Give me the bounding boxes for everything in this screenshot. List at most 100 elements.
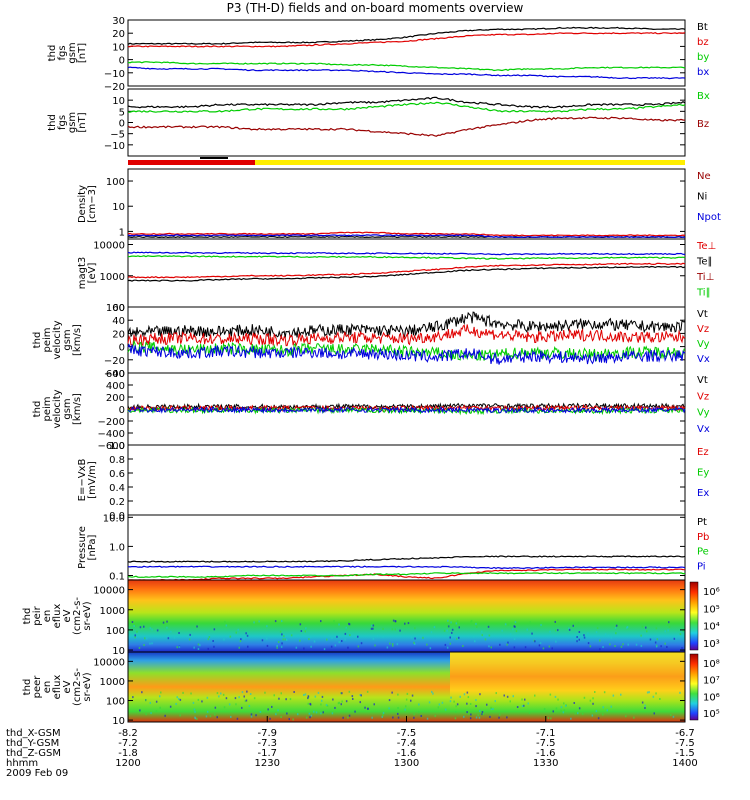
spectrogram-cell [534,694,536,697]
y-tick-label: −5 [110,130,125,141]
series-Te∥ [127,265,686,282]
spectrogram-cell [446,625,449,628]
spectrogram-cell [652,695,655,698]
spectrogram-cell [303,694,305,696]
spectrogram-cell [326,638,328,641]
spectrogram-cell [578,707,581,710]
spectrogram-cell [475,699,477,702]
spectrogram-cell [347,716,349,719]
spectrogram-cell [655,627,658,630]
x-axis-value: -6.7 [675,728,695,739]
spectrogram-cell [602,646,604,648]
chart-title: P3 (TH-D) fields and on-board moments ov… [226,1,524,15]
spectrogram-cell [320,712,322,715]
y-axis-label: gsm [67,42,78,63]
spectrogram-cell [341,640,343,642]
spectrogram-cell [405,698,408,701]
spectrogram-cell [514,625,516,628]
spectrogram-cell [576,640,578,643]
spectrogram-cell [413,716,415,719]
series-Te⊥ [127,262,686,279]
spectrogram-cell [322,711,324,714]
spectrogram-cell [578,631,581,633]
spectrogram-cell [277,709,279,712]
spectrogram-cell [538,644,541,647]
colorbar-tick: 10⁵ [703,709,720,720]
y-axis-label: thd [47,114,58,131]
y-tick-label: −10 [104,141,125,152]
spectrogram-cell [667,623,669,626]
spectrogram-cell [244,700,247,703]
y-axis-label: thd [32,332,43,349]
spectrogram-cell [472,635,475,638]
spectrogram-cell [499,643,501,646]
spectrogram-cell [178,632,180,634]
spectrogram-cell [145,699,147,702]
spectrogram-cell [672,715,675,718]
y-tick-label: 1000 [100,272,125,283]
spectrogram-cell [627,643,629,646]
spectrogram-cell [397,716,400,719]
spectrogram-cell [446,646,449,649]
spectrogram-cell [155,700,158,703]
y-tick-label: −40 [104,369,125,380]
y-tick-label: 0 [119,343,125,354]
spectrogram-cell [241,691,244,694]
spectrogram-cell [253,697,256,700]
spectrogram-cell [197,648,200,650]
spectrogram-cell [246,690,248,693]
y-axis-label: fgs [57,115,68,130]
spectrogram-cell [238,646,240,649]
spectrogram-cell [670,713,672,716]
spectrogram-cell [391,691,393,694]
spectrogram-cell [344,632,347,635]
spectrogram-cell [197,698,200,701]
spectrogram-cell [305,716,308,719]
spectrogram-cell [279,630,282,633]
spectrogram-cell [341,700,343,703]
legend-Vx: Vx [697,354,710,365]
spectrogram-cell [494,700,496,703]
y-tick-label: 1000 [100,606,125,617]
panel-frame [127,514,686,581]
spectrogram-cell [426,643,428,646]
y-tick-label: −400 [98,429,125,440]
series-Vx [127,343,686,365]
panel-4: 10000 1000 100 magt3 [eV] Te⊥ Te∥ Ti⊥ Ti∥ [77,238,716,314]
spectrogram-cell [565,704,567,707]
legend-by: by [697,52,709,63]
spectrogram-cell [578,638,580,641]
spectrogram-cell [499,713,501,716]
y-axis-label: peim [42,396,53,421]
y-tick-label: 10 [112,646,125,657]
spectrogram-cell [370,624,373,627]
spectrogram-cell [610,705,612,708]
spectrogram-cell [635,643,638,646]
spectrogram-cell [237,628,239,631]
spectrogram-cell [224,620,226,623]
spectrogram-cell [213,645,215,648]
legend-Te⊥: Te⊥ [696,241,716,252]
spectrogram-cell [313,710,315,713]
spectrogram-cell [649,638,652,641]
spectrogram-cell [330,645,333,648]
spectrogram-cell [266,644,269,647]
y-tick-label: 20 [112,29,125,40]
spectrogram-cell [529,621,531,624]
spectrogram-cell [382,714,384,717]
spectrogram-cell [259,711,262,713]
spectrogram-cell [360,694,362,697]
spectrogram-cell [151,623,153,626]
spectrogram-cell [243,637,245,640]
y-tick-label: 0.2 [109,497,125,508]
spectrogram-cell [310,714,313,717]
spectrogram-cell [513,638,516,641]
spectrogram-cell [646,691,649,694]
spectrogram-cell [581,712,584,715]
spectrogram-cell [506,716,508,719]
y-axis-label: magt3 [77,257,88,290]
spectrogram-cell [166,626,168,629]
y-axis-label: Pressure [77,526,88,569]
spectrogram-cell [281,642,283,645]
spectrogram-cell [418,703,420,706]
